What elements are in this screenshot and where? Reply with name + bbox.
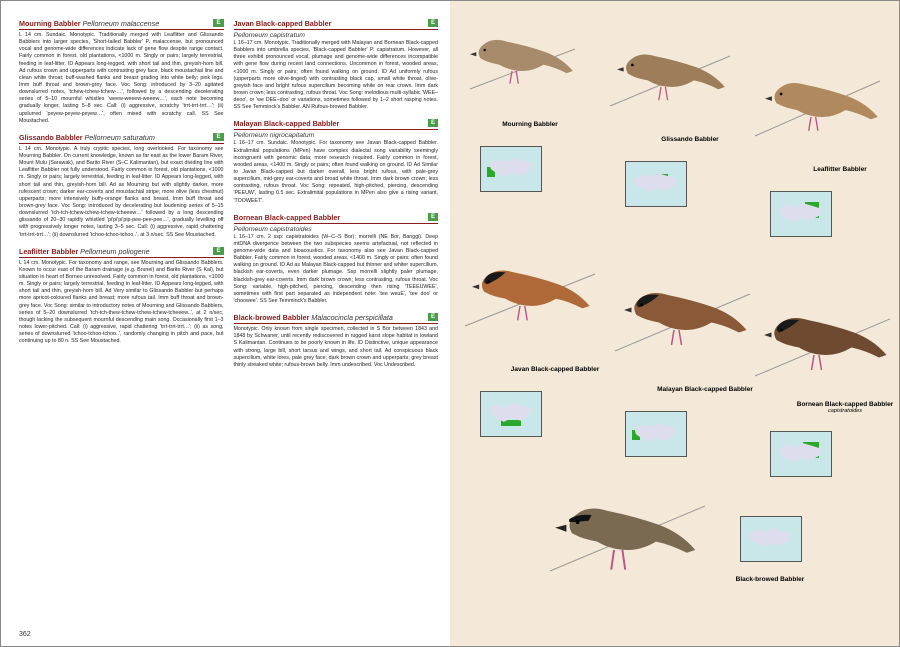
- entry-heading: Leaflitter Babbler Pellorneum poliogene …: [19, 247, 224, 258]
- entry-title: Malayan Black-capped Babbler: [234, 119, 340, 128]
- entry-leaflitter: Leaflitter Babbler Pellorneum poliogene …: [19, 247, 224, 346]
- common-name: Mourning Babbler: [19, 19, 81, 28]
- endemic-badge: E: [428, 313, 438, 321]
- scientific-name: Pellorneum malaccense: [83, 19, 160, 28]
- left-page: Mourning Babbler Pellorneum malaccense E…: [1, 1, 450, 646]
- scientific-name: Malacocincla perspicillata: [311, 313, 393, 322]
- range-map-mourning: [480, 146, 542, 192]
- entry-blackbrowed: Black-browed Babbler Malacocincla perspi…: [234, 313, 439, 369]
- common-name: Bornean Black-capped Babbler: [234, 213, 341, 222]
- endemic-badge: E: [213, 19, 223, 27]
- entry-heading: Malayan Black-capped Babbler E: [234, 119, 439, 130]
- entry-body: L 16–17 cm. Sundaic. Monotypic. For taxo…: [234, 140, 439, 204]
- entry-title: Black-browed Babbler Malacocincla perspi…: [234, 313, 393, 322]
- scientific-name: Pellorneum capistratum: [234, 32, 439, 39]
- common-name: Javan Black-capped Babbler: [234, 19, 332, 28]
- bird-glissando: [605, 31, 735, 126]
- entry-body: L 14 cm. Monotypic. For taxonomy and ran…: [19, 260, 224, 346]
- endemic-badge: E: [213, 133, 223, 141]
- range-map-blackbrowed: [740, 516, 802, 562]
- range-map-glissando: [625, 161, 687, 207]
- scientific-name: Pellorneum poliogene: [80, 247, 150, 256]
- endemic-badge: E: [428, 119, 438, 127]
- scientific-name: Pellorneum nigrocapitatum: [234, 132, 439, 139]
- bird-blackbrowed: [540, 476, 710, 591]
- range-map-malayan: [625, 411, 687, 457]
- endemic-badge: E: [428, 213, 438, 221]
- entry-title: Mourning Babbler Pellorneum malaccense: [19, 19, 159, 28]
- book-spread: Mourning Babbler Pellorneum malaccense E…: [0, 0, 900, 647]
- range-map-bornean: [770, 431, 832, 477]
- bird-javan: [460, 246, 600, 346]
- entry-heading: Javan Black-capped Babbler E: [234, 19, 439, 30]
- entry-malayan: Malayan Black-capped Babbler E Pellorneu…: [234, 119, 439, 204]
- column-1: Mourning Babbler Pellorneum malaccense E…: [19, 19, 224, 628]
- entry-javan: Javan Black-capped Babbler E Pellorneum …: [234, 19, 439, 111]
- entry-heading: Glissando Babbler Pellorneum saturatum E: [19, 133, 224, 144]
- range-map-javan: [480, 391, 542, 437]
- entry-title: Javan Black-capped Babbler: [234, 19, 332, 28]
- entry-title: Glissando Babbler Pellorneum saturatum: [19, 133, 155, 142]
- common-name: Black-browed Babbler: [234, 313, 310, 322]
- entry-body: L 14 cm. Monotypic. A truly cryptic spec…: [19, 146, 224, 239]
- entry-bornean: Bornean Black-capped Babbler E Pellorneu…: [234, 213, 439, 305]
- common-name: Malayan Black-capped Babbler: [234, 119, 340, 128]
- entry-glissando: Glissando Babbler Pellorneum saturatum E…: [19, 133, 224, 239]
- entry-title: Leaflitter Babbler Pellorneum poliogene: [19, 247, 150, 256]
- bird-malayan: [610, 266, 755, 371]
- label-javan: Javan Black-capped Babbler: [505, 366, 605, 373]
- entry-heading: Mourning Babbler Pellorneum malaccense E: [19, 19, 224, 30]
- scientific-name: Pellorneum saturatum: [85, 133, 155, 142]
- endemic-badge: E: [428, 19, 438, 27]
- label-leaflitter: Leaflitter Babbler: [800, 166, 880, 173]
- endemic-badge: E: [213, 247, 223, 255]
- label-bornean: Bornean Black-capped Babblercapistratoid…: [795, 401, 895, 414]
- entry-body: L 14 cm. Sundaic. Monotypic. Traditional…: [19, 32, 224, 125]
- entry-mourning: Mourning Babbler Pellorneum malaccense E…: [19, 19, 224, 125]
- entry-body: Monotypic. Only known from single specim…: [234, 326, 439, 369]
- label-blackbrowed: Black-browed Babbler: [730, 576, 810, 583]
- entry-heading: Bornean Black-capped Babbler E: [234, 213, 439, 224]
- bird-mourning: [460, 19, 580, 109]
- label-malayan: Malayan Black-capped Babbler: [650, 386, 760, 393]
- right-page-plate: Mourning Babbler Glissando Babbler Leafl…: [450, 1, 899, 646]
- common-name: Glissando Babbler: [19, 133, 83, 142]
- scientific-name: Pellorneum capistratoides: [234, 226, 439, 233]
- entry-body: L 16–17 cm. Monotypic. Traditionally mer…: [234, 40, 439, 111]
- label-glissando: Glissando Babbler: [650, 136, 730, 143]
- common-name: Leaflitter Babbler: [19, 247, 78, 256]
- bird-leaflitter: [750, 56, 885, 156]
- text-columns: Mourning Babbler Pellorneum malaccense E…: [19, 19, 438, 628]
- bird-bornean: [750, 291, 895, 396]
- entry-title: Bornean Black-capped Babbler: [234, 213, 341, 222]
- entry-body: L 16–17 cm. 2 ssp: capistratoides (W–C–S…: [234, 234, 439, 305]
- column-2: Javan Black-capped Babbler E Pellorneum …: [234, 19, 439, 628]
- label-mourning: Mourning Babbler: [490, 121, 570, 128]
- page-number: 362: [19, 631, 31, 638]
- range-map-leaflitter: [770, 191, 832, 237]
- entry-heading: Black-browed Babbler Malacocincla perspi…: [234, 313, 439, 324]
